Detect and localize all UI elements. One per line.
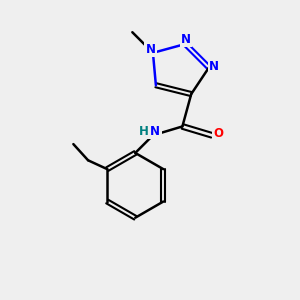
- Text: N: N: [209, 60, 219, 73]
- Text: N: N: [146, 43, 156, 56]
- Text: H: H: [139, 125, 149, 138]
- Text: N: N: [150, 125, 160, 138]
- Text: O: O: [213, 127, 223, 140]
- Text: N: N: [181, 33, 191, 46]
